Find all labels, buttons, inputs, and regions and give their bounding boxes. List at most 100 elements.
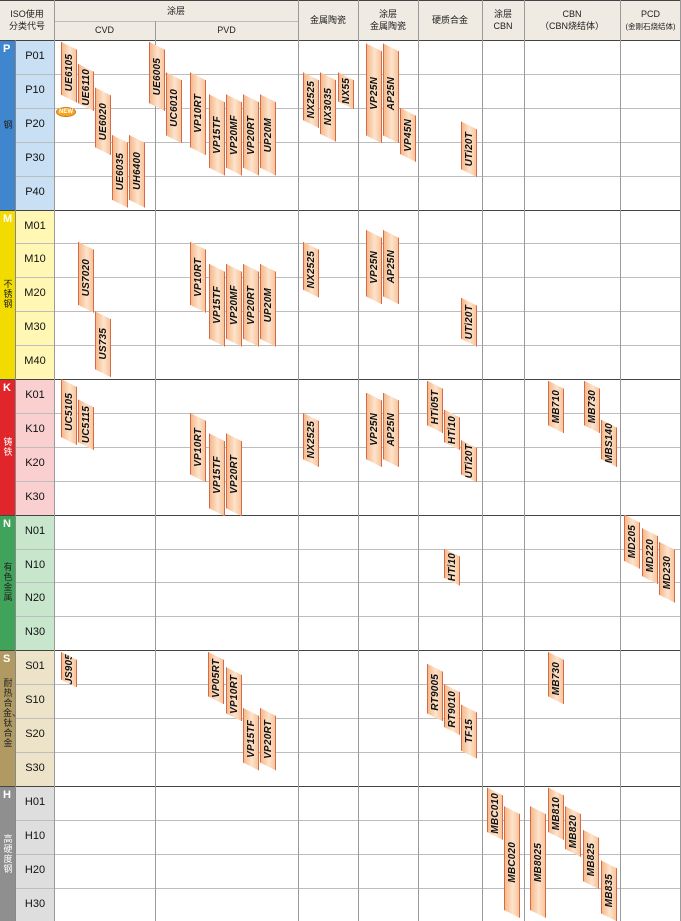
row-divider xyxy=(0,209,681,211)
grade-label: VP20RT xyxy=(228,455,240,495)
cbn-header-1: CBN xyxy=(562,9,582,19)
group-name: 钢 xyxy=(3,119,13,130)
iso-code-p01: P01 xyxy=(25,50,45,62)
grade-bar-mb810: MB810 xyxy=(548,787,564,840)
grade-bar-vp20mf: VP20MF xyxy=(226,264,242,347)
grade-label: US735 xyxy=(97,328,109,361)
grade-label: UH6400 xyxy=(131,152,143,191)
grade-bar-uh6400: UH6400 xyxy=(129,135,145,208)
grade-label: US7020 xyxy=(80,258,92,296)
group-name: 有色金属 xyxy=(3,562,13,603)
grade-bar-vp20mf: VP20MF xyxy=(226,94,242,175)
grade-bar-ue6035: UE6035 xyxy=(112,135,128,208)
cvd-header: CVD xyxy=(94,25,114,35)
grade-label: VP10RT xyxy=(192,94,204,134)
grade-label: AP25N xyxy=(385,413,397,447)
grade-label: RT9005 xyxy=(429,674,441,711)
iso-code-k30: K30 xyxy=(25,490,45,503)
grade-bar-nx2525: NX2525 xyxy=(303,242,319,298)
grade-bar-mb730: MB730 xyxy=(584,381,600,434)
iso-code-h20: H20 xyxy=(24,863,46,876)
iso-code-n30: N30 xyxy=(24,626,46,639)
grade-label: RT9010 xyxy=(446,691,458,728)
column-divider xyxy=(298,0,299,921)
group-color-bar xyxy=(0,209,15,379)
group-color-bar xyxy=(0,650,15,786)
grade-label: VP20MF xyxy=(228,114,240,155)
grade-label: VP25N xyxy=(368,413,380,447)
grade-label: VP10RT xyxy=(192,428,204,468)
grade-label: UC5115 xyxy=(80,406,92,444)
new-badge: NEW xyxy=(56,107,76,117)
row-divider xyxy=(0,514,681,516)
grade-bar-vp25n: VP25N xyxy=(366,393,382,468)
iso-code-m01: M01 xyxy=(24,219,46,232)
grade-label: UC5105 xyxy=(63,393,75,431)
grade-bar-mb8025: MB8025 xyxy=(530,806,546,918)
group-code-column xyxy=(15,785,54,921)
grade-bar-mbc020: MBC020 xyxy=(504,806,520,918)
row-divider xyxy=(15,751,681,753)
cbn-header-2: （CBN烧结体） xyxy=(539,21,604,31)
grade-label: UE6005 xyxy=(151,57,163,96)
row-divider xyxy=(0,40,681,41)
iso-code-s10: S10 xyxy=(25,694,45,707)
grade-label: MB710 xyxy=(550,390,562,424)
grade-label: MB730 xyxy=(550,661,562,695)
grade-label: MBC010 xyxy=(489,793,501,835)
grade-label: VP05RT xyxy=(210,658,222,698)
grade-label: MB835 xyxy=(603,874,615,908)
grade-bar-tf15: TF15 xyxy=(461,704,477,758)
grade-bar-vp10rt: VP10RT xyxy=(226,667,242,721)
grade-bar-up20m: UP20M xyxy=(260,94,276,175)
grade-label: NX2525 xyxy=(305,421,317,459)
grade-label: HTi10 xyxy=(446,553,458,582)
grade-bar-uc5105: UC5105 xyxy=(61,379,77,445)
iso-code-p40: P40 xyxy=(25,185,45,198)
grade-label: UTi20T xyxy=(463,305,475,340)
grade-bar-mb710: MB710 xyxy=(548,381,564,434)
grade-label: MB730 xyxy=(586,390,598,424)
iso-code-s01: S01 xyxy=(25,660,45,673)
iso-code-s20: S20 xyxy=(25,728,45,740)
row-divider xyxy=(15,73,681,75)
grade-bar-rt9010: RT9010 xyxy=(444,684,460,735)
grade-label: VP25N xyxy=(368,250,380,284)
grade-bar-uti20t: UTi20T xyxy=(461,440,477,482)
grade-bar-uti20t: UTi20T xyxy=(461,121,477,177)
iso-code-p10: P10 xyxy=(25,83,45,96)
group-name: 铸铁 xyxy=(3,436,13,457)
header-divider xyxy=(54,21,298,22)
grade-bar-ue6020: UE6020 xyxy=(95,87,111,155)
grade-label: MB820 xyxy=(567,814,579,849)
grade-bar-mbc010: MBC010 xyxy=(487,787,503,840)
row-divider xyxy=(0,785,681,787)
grade-label: NX2525 xyxy=(305,250,317,289)
iso-code-p30: P30 xyxy=(25,151,45,164)
group-code-column xyxy=(15,40,54,210)
grade-label: NX3035 xyxy=(322,88,334,126)
group-name: 不锈钢 xyxy=(3,279,13,310)
pcd-header-1: PCD xyxy=(640,9,660,19)
grade-label: VP20RT xyxy=(245,285,257,325)
grade-bar-vp10rt: VP10RT xyxy=(190,242,206,313)
grade-bar-mbs140: MBS140 xyxy=(601,420,617,467)
grade-bar-nx55: NX55 xyxy=(338,72,354,109)
carbide-header: 硬质合金 xyxy=(431,15,468,25)
row-divider xyxy=(15,107,681,109)
grade-bar-ap25n: AP25N xyxy=(383,393,399,468)
group-letter: N xyxy=(3,517,11,530)
grade-label: UTi20T xyxy=(463,444,475,479)
grade-bar-mb825: MB825 xyxy=(583,830,599,889)
grade-label: NX2525 xyxy=(305,81,317,119)
row-divider xyxy=(15,277,681,279)
coated-cbn-header-2: CBN xyxy=(493,21,513,31)
row-divider xyxy=(15,887,681,889)
grade-bar-vp25n: VP25N xyxy=(366,230,382,305)
grade-bar-uti20t: UTi20T xyxy=(461,298,477,347)
grade-bar-us905: US905 xyxy=(61,652,77,688)
grade-bar-us735: US735 xyxy=(95,311,111,377)
grade-label: UE6110 xyxy=(80,69,92,106)
group-letter: H xyxy=(3,788,11,801)
grade-bar-ue6105: UE6105 xyxy=(61,42,77,103)
